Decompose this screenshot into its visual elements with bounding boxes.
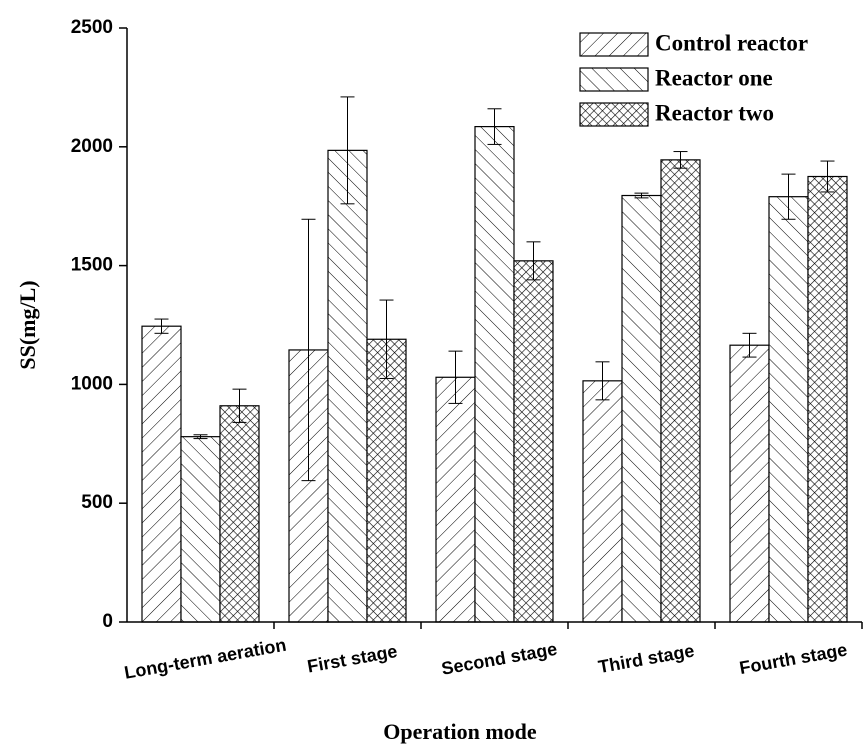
error-bar [781,173,796,220]
legend-label: Reactor one [655,65,773,90]
x-tick-label: Long-term aeration [123,635,288,683]
y-axis-title: SS(mg/L) [15,280,40,369]
bar [327,149,368,623]
error-bar [820,160,835,193]
bar [180,436,221,623]
bar [621,194,662,623]
legend-label: Control reactor [655,30,808,55]
bar [807,175,848,623]
bar [435,376,476,623]
error-bar [634,192,649,199]
x-tick-label: Fourth stage [738,639,849,678]
error-bar [742,332,757,358]
y-tick-label: 2500 [71,17,113,38]
bar [513,260,554,623]
y-tick-label: 0 [102,611,113,632]
bar [660,159,701,623]
y-tick-label: 2000 [71,136,113,157]
bar [474,126,515,623]
bar [729,344,770,623]
error-bar [595,361,610,401]
x-tick-label: First stage [306,641,399,677]
error-bar [379,299,394,379]
error-bar [193,434,208,440]
bar [219,405,260,623]
error-bar [673,151,688,169]
error-bar [154,318,169,334]
bar [366,338,407,623]
legend-label: Reactor two [655,100,774,125]
error-bar [301,218,316,482]
y-tick-label: 1000 [71,373,113,394]
error-bar [526,241,541,281]
error-bar [487,108,502,145]
bar [768,196,809,623]
y-tick-label: 1500 [71,255,113,276]
error-bar [232,388,247,423]
x-tick-label: Second stage [440,639,559,679]
legend-swatch [579,32,649,57]
legend-swatch [579,67,649,92]
x-tick-label: Third stage [597,640,696,677]
y-tick-label: 500 [81,492,113,513]
bar [582,380,623,623]
legend-swatch [579,102,649,127]
error-bar [340,96,355,205]
bar [141,325,182,623]
error-bar [448,350,463,404]
x-axis-title: Operation mode [383,719,537,744]
